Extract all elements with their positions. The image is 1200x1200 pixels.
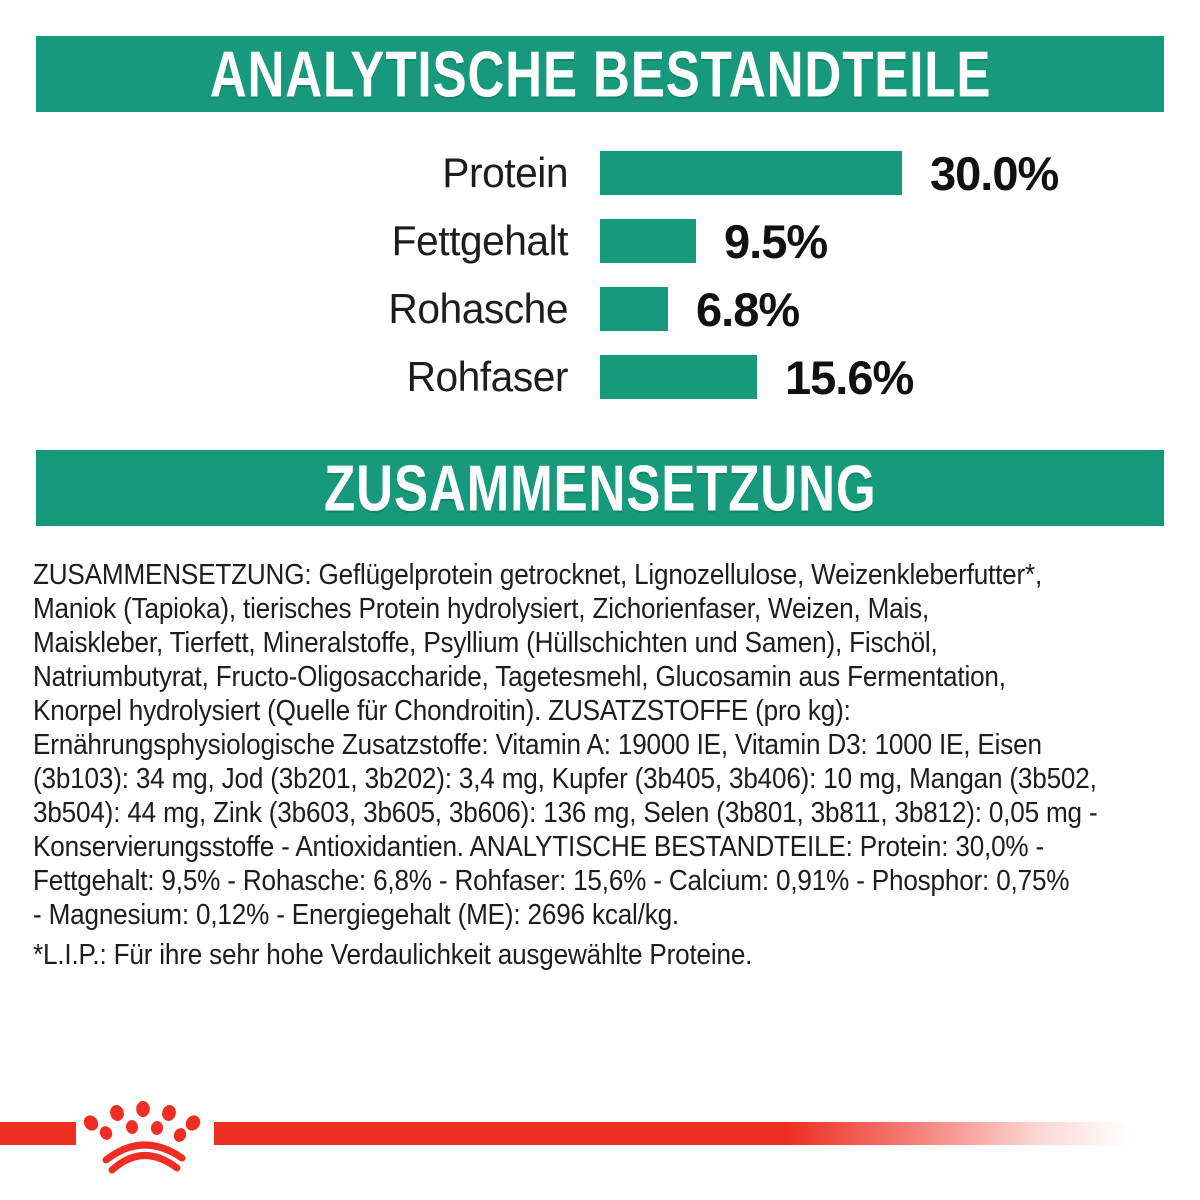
- composition-line: (3b103): 34 mg, Jod (3b201, 3b202): 3,4 …: [33, 763, 1097, 795]
- composition-line: 3b504): 44 mg, Zink (3b603, 3b605, 3b606…: [33, 797, 1098, 829]
- chart-category-label: Fettgehalt: [391, 217, 569, 264]
- chart-bar: [600, 219, 696, 263]
- chart-category-label: Rohasche: [388, 285, 568, 332]
- chart-row: Rohfaser 15.6%: [0, 351, 1200, 404]
- chart-row: Protein 30.0%: [0, 147, 1200, 200]
- chart-category-label: Protein: [442, 149, 568, 196]
- composition-line: Knorpel hydrolysiert (Quelle für Chondro…: [33, 695, 851, 727]
- royal-canin-crown-icon: [83, 1101, 201, 1174]
- chart-row: Rohasche 6.8%: [0, 283, 1200, 336]
- chart-value-label: 30.0%: [930, 146, 1059, 200]
- chart-bar: [600, 151, 902, 195]
- analytical-constituents-title: ANALYTISCHE BESTANDTEILE: [209, 37, 991, 111]
- red-divider-left: [0, 1122, 76, 1145]
- chart-value-label: 6.8%: [696, 282, 800, 336]
- composition-text-block: ZUSAMMENSETZUNG: Geflügelprotein getrock…: [33, 558, 1098, 932]
- composition-line: Maniok (Tapioka), tierisches Protein hyd…: [33, 593, 930, 625]
- red-divider-right: [214, 1122, 1200, 1145]
- composition-line: Konservierungsstoffe - Antioxidantien. A…: [33, 831, 1045, 863]
- composition-title: ZUSAMMENSETZUNG: [323, 451, 877, 525]
- composition-line: Fettgehalt: 9,5% - Rohasche: 6,8% - Rohf…: [33, 865, 1070, 897]
- composition-line: Ernährungsphysiologische Zusatzstoffe: V…: [33, 729, 1042, 761]
- chart-bar: [600, 355, 757, 399]
- composition-line: ZUSAMMENSETZUNG: Geflügelprotein getrock…: [33, 559, 1043, 591]
- composition-line: Natriumbutyrat, Fructo-Oligosaccharide, …: [33, 661, 1006, 693]
- analytical-constituents-header-band: ANALYTISCHE BESTANDTEILE: [36, 36, 1164, 112]
- composition-line: - Magnesium: 0,12% - Energiegehalt (ME):…: [33, 899, 680, 931]
- lip-footnote: *L.I.P.: Für ihre sehr hohe Verdaulichke…: [33, 939, 753, 971]
- chart-row: Fettgehalt 9.5%: [0, 215, 1200, 268]
- composition-line: Maiskleber, Tierfett, Mineralstoffe, Psy…: [33, 627, 938, 659]
- chart-bar: [600, 287, 668, 331]
- chart-category-label: Rohfaser: [406, 353, 569, 400]
- analytical-constituents-bar-chart: Protein 30.0% Fettgehalt 9.5% Rohasche 6.8% Ro…: [0, 147, 1200, 404]
- chart-value-label: 15.6%: [785, 350, 914, 404]
- composition-header-band: ZUSAMMENSETZUNG: [36, 450, 1164, 526]
- chart-value-label: 9.5%: [724, 214, 828, 268]
